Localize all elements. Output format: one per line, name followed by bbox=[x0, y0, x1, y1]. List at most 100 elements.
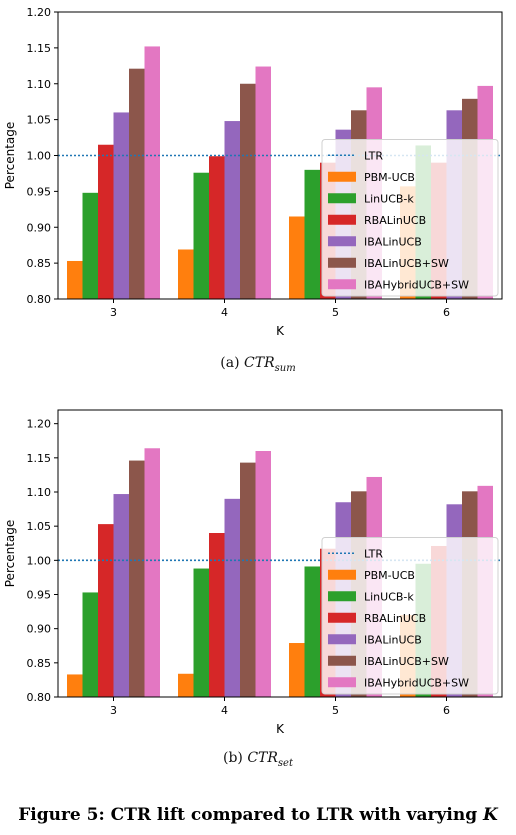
x-axis-label: K bbox=[276, 722, 285, 736]
bar-ibalinucb-k4 bbox=[224, 498, 240, 697]
y-axis-label: Percentage bbox=[3, 520, 17, 588]
bar-ibahybriducb-sw-k3 bbox=[144, 46, 160, 299]
bar-pbm-ucb-k5 bbox=[289, 643, 305, 697]
legend-box bbox=[321, 537, 499, 695]
y-tick-label: 0.80 bbox=[27, 293, 52, 306]
y-tick-label: 1.10 bbox=[27, 486, 52, 499]
legend-label: PBM-UCB bbox=[364, 569, 415, 582]
legend-label: LinUCB-k bbox=[364, 192, 414, 205]
legend-label: RBALinUCB bbox=[364, 612, 426, 625]
x-tick-label: 5 bbox=[332, 306, 339, 319]
legend-swatch bbox=[328, 236, 356, 247]
bar-linucb-k-k4 bbox=[193, 568, 209, 697]
y-tick-label: 0.95 bbox=[27, 589, 52, 602]
bar-rbalinucb-k3 bbox=[98, 144, 114, 299]
plot-frame bbox=[57, 409, 503, 698]
legend-label: LinUCB-k bbox=[364, 590, 414, 603]
y-tick-label: 0.80 bbox=[27, 691, 52, 704]
y-tick-label: 0.95 bbox=[27, 185, 52, 198]
bar-ibahybriducb-sw-k4 bbox=[255, 451, 271, 697]
y-tick-label: 1.15 bbox=[27, 452, 52, 465]
legend-swatch bbox=[328, 214, 356, 225]
y-tick-label: 1.20 bbox=[27, 418, 52, 431]
bar-linucb-k-k4 bbox=[193, 172, 209, 299]
figure-caption-text: Figure 5: CTR lift compared to LTR with … bbox=[18, 805, 478, 825]
bar-linucb-k-k3 bbox=[82, 592, 98, 697]
x-axis-label: K bbox=[276, 324, 285, 338]
bar-ibalinucb-sw-k3 bbox=[129, 460, 145, 697]
x-tick-label: 6 bbox=[443, 306, 450, 319]
y-tick-label: 0.85 bbox=[27, 257, 52, 270]
bar-pbm-ucb-k4 bbox=[178, 249, 194, 299]
bar-linucb-k-k5 bbox=[304, 169, 320, 299]
y-tick-label: 1.20 bbox=[27, 6, 52, 19]
legend-label: IBALinUCB+SW bbox=[364, 257, 449, 270]
legend-label: IBALinUCB+SW bbox=[364, 655, 449, 668]
subcaption-a: (a) CTRsum bbox=[0, 355, 516, 374]
x-tick-label: 3 bbox=[110, 704, 117, 717]
bar-pbm-ucb-k3 bbox=[67, 674, 83, 697]
legend-label: IBAHybridUCB+SW bbox=[364, 278, 469, 291]
legend-swatch bbox=[328, 677, 356, 688]
legend-swatch bbox=[328, 569, 356, 580]
y-axis-label: Percentage bbox=[3, 122, 17, 190]
bar-ibalinucb-k3 bbox=[113, 494, 129, 697]
bar-ibalinucb-sw-k4 bbox=[240, 83, 256, 299]
bar-rbalinucb-k3 bbox=[98, 524, 114, 697]
legend-label: LTR bbox=[364, 149, 383, 162]
bar-linucb-k-k5 bbox=[304, 566, 320, 697]
legend-swatch bbox=[328, 634, 356, 645]
bar-pbm-ucb-k4 bbox=[178, 673, 194, 697]
bar-pbm-ucb-k3 bbox=[67, 260, 83, 299]
legend-swatch bbox=[328, 193, 356, 204]
y-tick-label: 1.05 bbox=[27, 114, 52, 127]
bar-ibalinucb-sw-k4 bbox=[240, 462, 256, 697]
bar-rbalinucb-k4 bbox=[209, 156, 225, 299]
legend-label: IBAHybridUCB+SW bbox=[364, 676, 469, 689]
y-tick-label: 1.05 bbox=[27, 520, 52, 533]
legend-label: LTR bbox=[364, 547, 383, 560]
legend-swatch bbox=[328, 655, 356, 666]
subcaption-b: (b) CTRset bbox=[0, 750, 516, 769]
x-tick-label: 4 bbox=[221, 704, 228, 717]
y-tick-label: 1.00 bbox=[27, 554, 52, 567]
chart-ctr-sum: 0.80 0.85 0.90 0.95 1.00 1.05 1.10 1.15 1.20 3 4 5 6… bbox=[3, 6, 503, 338]
y-tick-label: 0.90 bbox=[27, 623, 52, 636]
subcaption-b-math: CTR bbox=[247, 750, 278, 766]
subcaption-a-math: CTR bbox=[244, 355, 275, 371]
x-tick-label: 6 bbox=[443, 704, 450, 717]
legend-swatch bbox=[328, 171, 356, 182]
legend-swatch bbox=[328, 591, 356, 602]
bar-ibahybriducb-sw-k4 bbox=[255, 66, 271, 299]
y-tick-label: 1.10 bbox=[27, 78, 52, 91]
x-tick-label: 3 bbox=[110, 306, 117, 319]
subcaption-a-sub: sum bbox=[274, 362, 296, 374]
figure-caption: Figure 5: CTR lift compared to LTR with … bbox=[0, 805, 516, 825]
y-tick-label: 0.85 bbox=[27, 657, 52, 670]
bar-linucb-k-k3 bbox=[82, 192, 98, 299]
bar-ibalinucb-k4 bbox=[224, 121, 240, 299]
legend-swatch bbox=[328, 279, 356, 290]
legend-label: IBALinUCB bbox=[364, 235, 422, 248]
bar-pbm-ucb-k5 bbox=[289, 216, 305, 299]
figure-caption-var: K bbox=[483, 805, 498, 825]
legend-label: RBALinUCB bbox=[364, 214, 426, 227]
subcaption-a-label: (a) bbox=[220, 355, 240, 371]
x-tick-label: 4 bbox=[221, 306, 228, 319]
legend-box bbox=[321, 139, 499, 297]
bar-rbalinucb-k4 bbox=[209, 533, 225, 697]
y-tick-label: 0.90 bbox=[27, 221, 52, 234]
legend-swatch bbox=[328, 612, 356, 623]
subcaption-b-label: (b) bbox=[222, 750, 243, 766]
legend-swatch bbox=[328, 257, 356, 268]
subcaption-b-sub: set bbox=[277, 757, 293, 769]
bar-ibalinucb-sw-k3 bbox=[129, 68, 145, 300]
plot-frame bbox=[57, 11, 503, 300]
legend-label: PBM-UCB bbox=[364, 171, 415, 184]
chart-ctr-set: 0.80 0.85 0.90 0.95 1.00 1.05 1.10 1.15 1.20 3 4 5 6… bbox=[3, 409, 503, 736]
legend-label: IBALinUCB bbox=[364, 633, 422, 646]
y-tick-label: 1.15 bbox=[27, 42, 52, 55]
x-tick-label: 5 bbox=[332, 704, 339, 717]
bar-ibahybriducb-sw-k3 bbox=[144, 448, 160, 697]
bar-ibalinucb-k3 bbox=[113, 112, 129, 299]
